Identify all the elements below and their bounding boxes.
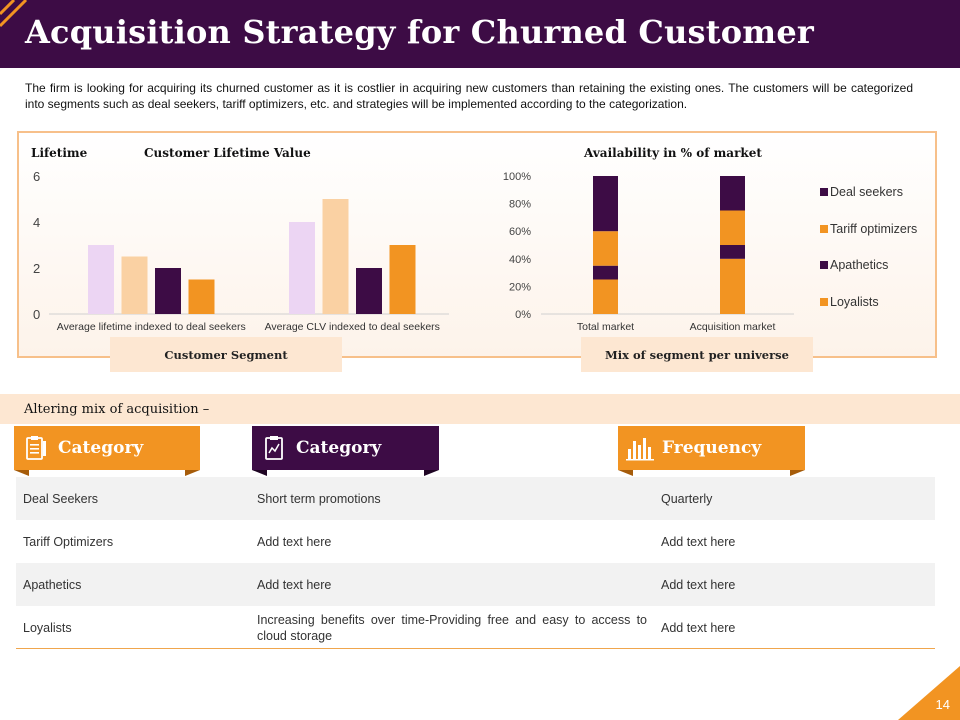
chart2-bar-segment: [593, 265, 618, 280]
chart1-bar: [121, 256, 148, 314]
chart1-bar: [88, 245, 114, 314]
chart1-bar: [389, 245, 416, 314]
table-cell: Short term promotions: [257, 491, 381, 506]
chart2-ytick: 40%: [509, 254, 531, 266]
chart1-bar: [289, 222, 315, 314]
clipboard-checklist-icon: [22, 434, 50, 462]
table-cell: Apathetics: [23, 577, 82, 592]
header-category-1: Category: [14, 426, 200, 470]
table-cell: Add text here: [257, 577, 332, 592]
chart1-xtick: Average CLV indexed to deal seekers: [265, 321, 440, 333]
chart1-ytick: 2: [33, 261, 40, 276]
legend-swatch: [820, 298, 828, 306]
table-cell: Add text here: [257, 534, 332, 549]
section-bar: Altering mix of acquisition –: [0, 394, 960, 424]
chart2-bar-segment: [593, 279, 618, 314]
header-label: Frequency: [662, 438, 762, 458]
chart2-bar-segment: [593, 176, 618, 232]
header-category-2: Category: [252, 426, 439, 470]
intro-paragraph: The firm is looking for acquiring its ch…: [25, 81, 913, 111]
table-cell: Increasing benefits over time-Providing …: [257, 612, 647, 643]
chart1-bar: [188, 279, 215, 314]
header-fold: [14, 470, 29, 476]
header-fold: [790, 470, 805, 476]
chart-panel: Lifetime Customer Lifetime Value 0 2 4 6 Avera…: [17, 131, 937, 358]
legend-label: Deal seekers: [830, 185, 903, 199]
chart2-ytick: 20%: [509, 281, 531, 293]
page-number: 14: [935, 697, 950, 712]
table-cell: Add text here: [661, 534, 736, 549]
legend-label: Tariff optimizers: [830, 222, 917, 236]
chart1-xtick: Average lifetime indexed to deal seekers: [57, 321, 246, 333]
legend-swatch: [820, 188, 828, 196]
table-row: Loyalists Increasing benefits over time-P…: [16, 606, 935, 649]
header-fold: [618, 470, 633, 476]
header-frequency: Frequency: [618, 426, 805, 470]
table-bottom-line: [16, 648, 935, 649]
chart2-ytick: 60%: [509, 226, 531, 238]
chart2-bar-segment: [720, 176, 745, 211]
chart1-xlabel: Customer Segment: [110, 337, 342, 372]
chart2-ytick: 100%: [503, 171, 531, 183]
chart2-xlabel: Mix of segment per universe: [581, 337, 813, 372]
chart1-ytick: 4: [33, 215, 40, 230]
table-cell: Quarterly: [661, 491, 713, 506]
chart2-ytick: 0%: [515, 309, 531, 321]
legend-label: Apathetics: [830, 258, 888, 272]
chart2-bar-segment: [720, 210, 745, 245]
chart1-bar: [356, 268, 382, 314]
title-bar: Acquisition Strategy for Churned Custome…: [0, 0, 960, 68]
page-title: Acquisition Strategy for Churned Custome…: [25, 13, 814, 51]
table-row: Deal Seekers Short term promotions Quarter…: [16, 477, 935, 520]
header-label: Category: [296, 438, 382, 458]
legend-swatch: [820, 225, 828, 233]
chart2-ytick: 80%: [509, 199, 531, 211]
legend-swatch: [820, 261, 828, 269]
chart1-ytick: 6: [33, 169, 40, 184]
chart2-bar-segment: [720, 245, 745, 259]
table-cell: Tariff Optimizers: [23, 534, 114, 549]
table-row: Apathetics Add text here Add text here: [16, 563, 935, 606]
header-fold: [185, 470, 200, 476]
section-heading: Altering mix of acquisition –: [24, 402, 210, 417]
chart1-ytick: 0: [33, 307, 40, 322]
chart1-bar: [155, 268, 181, 314]
chart2-bar-segment: [720, 258, 745, 314]
chart2-title: Availability in % of market: [583, 146, 762, 160]
table-cell: Add text here: [661, 620, 736, 635]
header-fold: [252, 470, 267, 476]
chart1-bar: [322, 199, 349, 314]
chart2-xtick: Total market: [577, 321, 634, 333]
decorative-stripes: [0, 0, 28, 28]
header-label: Category: [58, 438, 144, 458]
table-cell: Loyalists: [23, 620, 72, 635]
clipboard-chart-icon: [260, 434, 288, 462]
table-cell: Add text here: [661, 577, 736, 592]
table-cell: Deal Seekers: [23, 491, 99, 506]
chart2-bar-segment: [593, 231, 618, 266]
bar-chart-icon: [626, 434, 654, 462]
table-row: Tariff Optimizers Add text here Add text h…: [16, 520, 935, 563]
legend-label: Loyalists: [830, 295, 879, 309]
chart1-title: Customer Lifetime Value: [144, 146, 311, 160]
header-fold: [424, 470, 439, 476]
page-corner: [898, 666, 960, 720]
chart2-xtick: Acquisition market: [690, 321, 776, 333]
chart1-ylabel: Lifetime: [31, 146, 88, 160]
charts-canvas: Lifetime Customer Lifetime Value 0 2 4 6 Avera…: [31, 146, 917, 333]
